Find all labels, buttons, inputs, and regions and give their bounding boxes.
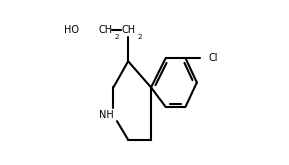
Text: NH: NH (99, 110, 113, 120)
Text: CH: CH (121, 25, 135, 35)
Text: 2: 2 (114, 34, 119, 40)
Text: CH: CH (98, 25, 112, 35)
Text: 2: 2 (137, 34, 142, 40)
Text: Cl: Cl (208, 53, 218, 63)
Text: HO: HO (64, 25, 79, 35)
